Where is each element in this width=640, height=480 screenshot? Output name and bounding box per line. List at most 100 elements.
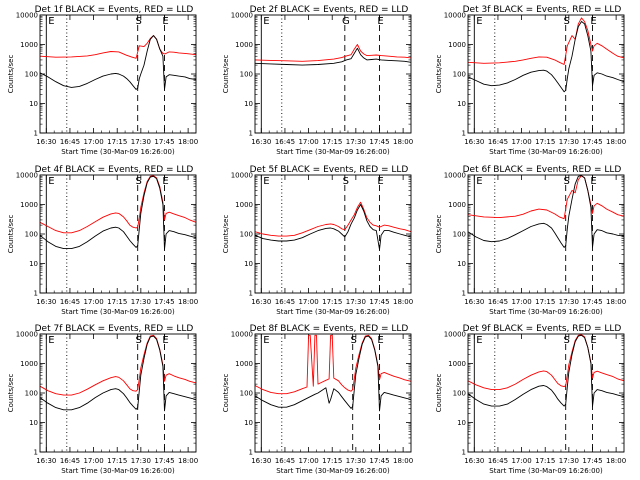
series-line-events	[254, 47, 412, 66]
x-tick-label: 17:30	[559, 138, 579, 146]
x-tick-label: 17:45	[154, 298, 174, 306]
event-marker-label: S	[136, 335, 142, 346]
panel-det-4f: Det 4f BLACK = Events, RED = LLD Counts/s…	[7, 165, 198, 316]
y-tick-label: 10000	[444, 12, 466, 20]
x-tick-label: 16:30	[251, 138, 271, 146]
x-tick-label: 18:00	[606, 457, 626, 465]
x-tick-label: 17:15	[535, 457, 555, 465]
event-marker-label: E	[476, 16, 482, 27]
event-marker-label: E	[162, 176, 168, 187]
x-tick-label: 17:15	[322, 457, 342, 465]
x-tick-label: 16:45	[275, 457, 295, 465]
panel-title: Det 6f BLACK = Events, RED = LLD	[463, 165, 622, 175]
event-marker-label: E	[476, 176, 482, 187]
y-tick-label: 1000	[448, 41, 466, 49]
x-tick-label: 17:30	[131, 457, 151, 465]
event-marker-label: E	[476, 335, 482, 346]
y-tick-label: 10	[29, 419, 38, 427]
panel-title: Det 3f BLACK = Events, RED = LLD	[463, 5, 622, 15]
x-tick-label: 17:00	[83, 298, 103, 306]
y-tick-label: 10	[244, 100, 253, 108]
series-line-events	[467, 175, 625, 248]
x-tick-label: 16:30	[464, 138, 484, 146]
event-marker-label: S	[343, 176, 349, 187]
y-axis-label: Counts/sec	[222, 374, 230, 413]
event-marker-label: S	[564, 16, 570, 27]
panel-title: Det 5f BLACK = Events, RED = LLD	[250, 165, 409, 175]
x-tick-label: 16:45	[275, 298, 295, 306]
x-tick-label: 17:15	[107, 138, 127, 146]
series-line-lld	[254, 201, 412, 237]
x-tick-label: 18:00	[178, 138, 198, 146]
x-tick-label: 18:00	[606, 298, 626, 306]
y-tick-label: 10	[244, 260, 253, 268]
x-axis-label: Start Time (30-Mar-09 16:26:00)	[61, 148, 175, 156]
x-tick-label: 17:00	[511, 457, 531, 465]
y-tick-label: 10000	[16, 172, 38, 180]
x-tick-label: 17:30	[559, 298, 579, 306]
x-tick-label: 16:45	[488, 457, 508, 465]
y-tick-label: 10	[457, 419, 466, 427]
y-tick-label: 100	[25, 231, 38, 239]
x-tick-label: 17:00	[511, 298, 531, 306]
x-axis-label: Start Time (30-Mar-09 16:26:00)	[61, 467, 175, 475]
x-axis-label: Start Time (30-Mar-09 16:26:00)	[276, 467, 390, 475]
x-tick-label: 17:45	[582, 138, 602, 146]
x-axis-label: Start Time (30-Mar-09 16:26:00)	[276, 148, 390, 156]
x-axis-label: Start Time (30-Mar-09 16:26:00)	[489, 467, 603, 475]
x-tick-label: 16:45	[488, 298, 508, 306]
panel-title: Det 7f BLACK = Events, RED = LLD	[35, 324, 194, 334]
x-tick-label: 17:15	[535, 138, 555, 146]
x-tick-label: 17:30	[131, 138, 151, 146]
plot-frame	[467, 333, 625, 453]
x-tick-label: 16:45	[60, 138, 80, 146]
series-line-lld	[254, 334, 412, 395]
y-tick-label: 1	[34, 290, 38, 298]
y-tick-label: 10	[29, 260, 38, 268]
panel-det-2f: Det 2f BLACK = Events, RED = LLD Counts/s…	[222, 5, 413, 156]
event-marker-label: E	[590, 16, 596, 27]
panel-title: Det 1f BLACK = Events, RED = LLD	[35, 5, 194, 15]
x-tick-label: 17:15	[535, 298, 555, 306]
series-line-lld	[467, 334, 625, 391]
series-line-lld	[254, 44, 412, 62]
x-tick-label: 17:45	[154, 138, 174, 146]
x-tick-label: 18:00	[178, 457, 198, 465]
event-marker-label: G	[342, 16, 350, 27]
series-line-lld	[39, 175, 197, 234]
x-tick-label: 16:45	[488, 138, 508, 146]
x-axis-label: Start Time (30-Mar-09 16:26:00)	[276, 308, 390, 316]
event-marker-label: E	[263, 16, 269, 27]
x-tick-label: 18:00	[178, 298, 198, 306]
x-tick-label: 17:00	[298, 138, 318, 146]
event-marker-label: E	[590, 176, 596, 187]
x-tick-label: 17:45	[582, 457, 602, 465]
y-axis-label: Counts/sec	[7, 55, 15, 94]
plot-frame	[254, 174, 412, 294]
event-marker-label: E	[162, 16, 168, 27]
y-axis-label: Counts/sec	[7, 215, 15, 254]
panel-det-8f: Det 8f BLACK = Events, RED = LLD Counts/s…	[222, 324, 413, 475]
x-tick-label: 16:45	[275, 138, 295, 146]
x-tick-label: 16:30	[251, 457, 271, 465]
y-tick-label: 1000	[20, 201, 38, 209]
series-line-events	[39, 335, 197, 412]
panel-det-9f: Det 9f BLACK = Events, RED = LLD Counts/s…	[435, 324, 626, 475]
y-tick-label: 1	[462, 449, 466, 457]
x-tick-label: 17:45	[154, 457, 174, 465]
y-tick-label: 1	[462, 290, 466, 298]
panel-det-7f: Det 7f BLACK = Events, RED = LLD Counts/s…	[7, 324, 198, 475]
plot-frame	[39, 333, 197, 453]
y-tick-label: 10	[457, 260, 466, 268]
x-tick-label: 17:15	[107, 298, 127, 306]
x-tick-label: 16:30	[251, 298, 271, 306]
panel-det-5f: Det 5f BLACK = Events, RED = LLD Counts/s…	[222, 165, 413, 316]
x-tick-label: 17:00	[298, 457, 318, 465]
y-tick-label: 100	[240, 71, 253, 79]
series-line-events	[467, 21, 625, 93]
event-marker-label: S	[136, 176, 142, 187]
y-tick-label: 1000	[20, 360, 38, 368]
y-axis-label: Counts/sec	[435, 55, 443, 94]
x-axis-label: Start Time (30-Mar-09 16:26:00)	[489, 148, 603, 156]
